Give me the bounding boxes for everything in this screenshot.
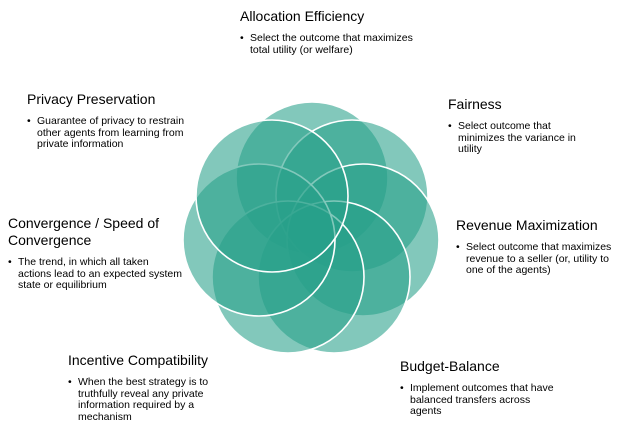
revenue-maximization-block: Revenue Maximization • Select outcome th… [456, 217, 616, 277]
privacy-preservation-text: Guarantee of privacy to restrain other a… [37, 115, 185, 150]
bullet-dot-icon: • [27, 115, 31, 127]
bullet-dot-icon: • [240, 32, 244, 44]
fairness-bullet: • Select outcome that minimizes the vari… [448, 120, 598, 156]
bullet-dot-icon: • [448, 120, 452, 132]
privacy-preservation-bullet: • Guarantee of privacy to restrain other… [27, 115, 192, 151]
budget-balance-text: Implement outcomes that have balanced tr… [410, 382, 554, 417]
revenue-maximization-bullet: • Select outcome that maximizes revenue … [456, 241, 616, 277]
incentive-compatibility-bullet: • When the best strategy is to truthfull… [68, 376, 248, 423]
incentive-compatibility-text: When the best strategy is to truthfully … [78, 376, 209, 423]
convergence-text: The trend, in which all taken actions le… [18, 256, 183, 291]
budget-balance-bullet: • Implement outcomes that have balanced … [400, 382, 560, 418]
allocation-efficiency-bullet: • Select the outcome that maximizes tota… [240, 32, 420, 56]
revenue-maximization-text: Select outcome that maximizes revenue to… [466, 241, 612, 276]
convergence-title: Convergence / Speed of Convergence [8, 215, 159, 248]
fairness-text: Select outcome that minimizes the varian… [458, 120, 576, 155]
bullet-dot-icon: • [456, 241, 460, 253]
incentive-compatibility-title: Incentive Compatibility [68, 352, 209, 368]
fairness-block: Fairness • Select outcome that minimizes… [448, 96, 598, 156]
budget-balance-title: Budget-Balance [400, 358, 500, 374]
allocation-efficiency-title: Allocation Efficiency [240, 8, 365, 24]
allocation-efficiency-block: Allocation Efficiency • Select the outco… [240, 8, 420, 56]
bullet-dot-icon: • [400, 382, 404, 394]
bullet-dot-icon: • [68, 376, 72, 388]
privacy-preservation-block: Privacy Preservation • Guarantee of priv… [27, 91, 192, 151]
allocation-efficiency-text: Select the outcome that maximizes total … [250, 32, 413, 56]
revenue-maximization-title: Revenue Maximization [456, 217, 598, 233]
budget-balance-block: Budget-Balance • Implement outcomes that… [400, 358, 560, 418]
convergence-bullet: • The trend, in which all taken actions … [8, 256, 183, 292]
fairness-title: Fairness [448, 96, 502, 112]
incentive-compatibility-block: Incentive Compatibility • When the best … [68, 352, 248, 423]
convergence-block: Convergence / Speed of Convergence • The… [8, 215, 183, 292]
petal-privacy-preservation [195, 119, 349, 273]
bullet-dot-icon: • [8, 256, 12, 268]
privacy-preservation-title: Privacy Preservation [27, 91, 156, 107]
